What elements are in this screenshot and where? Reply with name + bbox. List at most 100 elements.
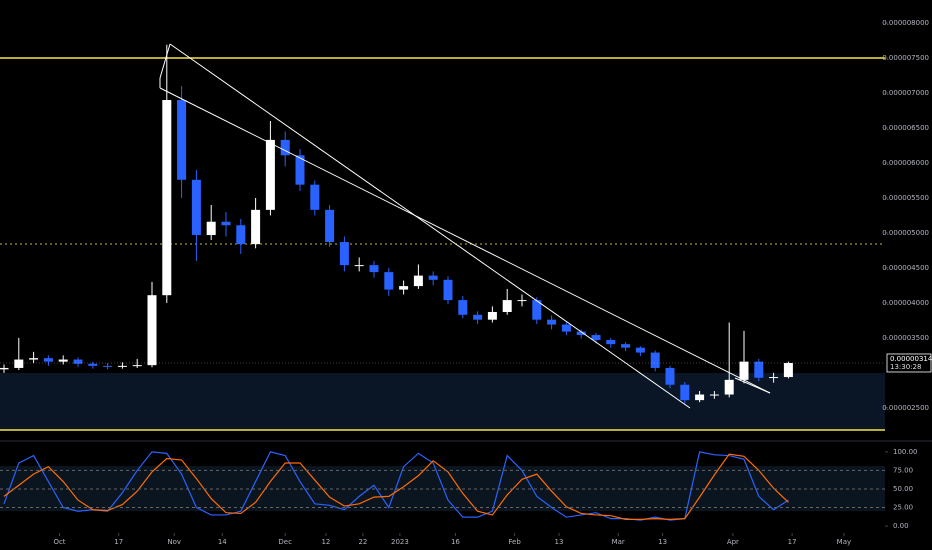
- x-tick-label: 13: [658, 538, 667, 546]
- x-tick-label: Apr: [727, 538, 739, 546]
- x-tick-label: 17: [788, 538, 797, 546]
- candle-body: [591, 335, 601, 340]
- candle-body: [517, 300, 527, 302]
- candle-body: [265, 139, 275, 210]
- candle-body: [310, 184, 320, 210]
- x-tick-label: Oct: [53, 538, 65, 546]
- candle-body: [354, 265, 364, 267]
- candle-body: [58, 359, 68, 362]
- candle-body: [88, 363, 98, 366]
- candle-body: [680, 384, 690, 401]
- price-label-box: [886, 353, 932, 373]
- candle-body: [576, 331, 586, 336]
- trendline: [169, 43, 691, 409]
- candle-body: [295, 155, 305, 185]
- candle-body: [117, 365, 127, 367]
- x-tick-label: 13: [555, 538, 564, 546]
- candle-body: [561, 324, 571, 332]
- candle-body: [132, 365, 142, 367]
- y-tick-label: 0.000003500: [882, 334, 929, 342]
- candle-body: [14, 359, 24, 368]
- x-tick-label: 12: [321, 538, 330, 546]
- candle-body: [532, 300, 542, 320]
- y-tick-label: 0.000005000: [882, 229, 929, 237]
- stoch-line: [3, 451, 789, 521]
- x-tick-label: 22: [358, 538, 367, 546]
- candle-body: [29, 358, 39, 360]
- candle-body: [339, 242, 349, 266]
- candle-body: [103, 365, 113, 367]
- candle-body: [399, 286, 409, 290]
- candle-body: [650, 352, 660, 368]
- y-tick-label: 0.000007000: [882, 89, 929, 97]
- candle-body: [236, 225, 246, 245]
- candle-body: [754, 361, 764, 378]
- y-tick-label: 50.00: [893, 485, 913, 493]
- candle-body: [635, 347, 645, 353]
- y-tick-label: 0.000008000: [882, 19, 929, 27]
- zone: [0, 373, 885, 430]
- x-tick-label: 17: [114, 538, 123, 546]
- candle-body: [43, 358, 53, 362]
- trendline: [159, 87, 771, 394]
- candle-body: [473, 314, 483, 320]
- candle-body: [665, 367, 675, 385]
- candle-body: [0, 367, 9, 370]
- candle-body: [709, 394, 719, 396]
- candle-body: [206, 221, 216, 236]
- y-tick-label: 0.000004000: [882, 299, 929, 307]
- trendlines: [159, 43, 771, 409]
- y-tick-label: 100.00: [893, 448, 918, 456]
- candle-body: [177, 100, 187, 180]
- y-tick-label: 0.000005500: [882, 194, 929, 202]
- x-tick-label: Mar: [612, 538, 625, 546]
- candle-body: [162, 100, 172, 296]
- y-tick-label: 0.000002500: [882, 404, 929, 412]
- y-tick-label: 0.000007500: [882, 54, 929, 62]
- candle-body: [221, 221, 231, 226]
- x-tick-label: Dec: [278, 538, 292, 546]
- candle-body: [191, 179, 201, 236]
- candle-body: [606, 339, 616, 345]
- candle-body: [413, 275, 423, 287]
- candle-body: [621, 344, 631, 348]
- y-tick-label: 0.000006500: [882, 124, 929, 132]
- stoch-line: [3, 453, 789, 520]
- trendline: [734, 377, 771, 394]
- candle-body: [547, 319, 557, 325]
- candle-body: [695, 394, 705, 401]
- x-tick-label: 14: [218, 538, 227, 546]
- candle-body: [783, 362, 793, 378]
- candle-body: [428, 275, 438, 280]
- countdown: 13:30:28: [890, 363, 921, 371]
- candle-body: [384, 272, 394, 290]
- stoch-band: [0, 466, 885, 511]
- candle-body: [502, 300, 512, 312]
- candle-body: [443, 279, 453, 301]
- candle-body: [251, 209, 261, 245]
- trendline: [159, 43, 171, 79]
- candle-body: [325, 209, 335, 243]
- x-tick-label: 2023: [391, 538, 409, 546]
- candle-body: [458, 300, 468, 315]
- candle-body: [739, 361, 749, 380]
- candle-body: [724, 379, 734, 395]
- x-tick-label: Feb: [508, 538, 521, 546]
- x-tick-label: Nov: [167, 538, 181, 546]
- x-tick-label: May: [837, 538, 851, 546]
- y-tick-label: 25.00: [893, 504, 913, 512]
- y-tick-label: 75.00: [893, 466, 913, 474]
- plot: [0, 44, 793, 521]
- candle-body: [369, 265, 379, 273]
- candle-body: [147, 295, 157, 366]
- y-tick-label: 0.000006000: [882, 159, 929, 167]
- candle-body: [769, 377, 779, 379]
- y-tick-label: 0.00: [893, 522, 909, 530]
- y-tick-label: 0.000004500: [882, 264, 929, 272]
- candle-body: [73, 359, 83, 364]
- candle-body: [487, 311, 497, 320]
- x-tick-label: 16: [451, 538, 460, 546]
